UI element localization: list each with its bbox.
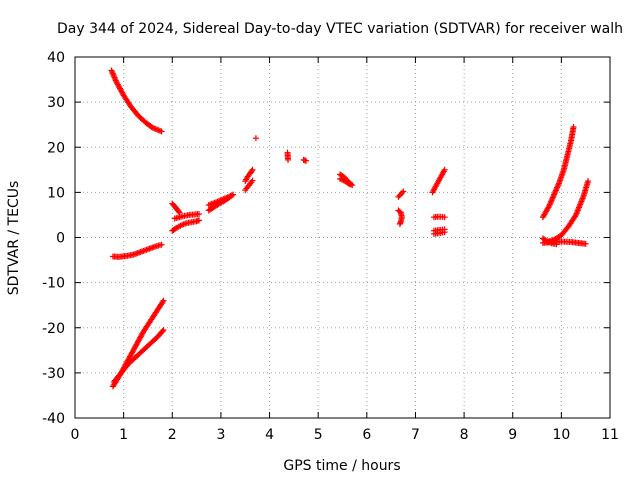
x-tick-label: 8 bbox=[460, 427, 469, 443]
data-point bbox=[441, 214, 448, 221]
x-tick-label: 0 bbox=[71, 427, 80, 443]
x-tick-label: 6 bbox=[362, 427, 371, 443]
data-point bbox=[553, 241, 560, 248]
y-tick-label: -20 bbox=[42, 321, 65, 337]
y-tick-label: 20 bbox=[47, 140, 65, 156]
data-point bbox=[249, 177, 256, 184]
y-axis-label: SDTVAR / TECUs bbox=[6, 181, 22, 296]
data-point bbox=[285, 156, 292, 163]
x-tick-label: 11 bbox=[601, 427, 619, 443]
data-point bbox=[175, 208, 182, 215]
x-tick-label: 1 bbox=[119, 427, 128, 443]
y-tick-label: 40 bbox=[47, 50, 65, 66]
axis-ticks bbox=[74, 56, 611, 419]
y-tick-label: -10 bbox=[42, 276, 65, 292]
x-tick-label: 10 bbox=[552, 427, 570, 443]
x-tick-label: 7 bbox=[411, 427, 420, 443]
data-points bbox=[108, 67, 592, 390]
x-tick-label: 4 bbox=[265, 427, 274, 443]
data-point bbox=[441, 166, 448, 173]
y-tick-label: -40 bbox=[42, 411, 65, 427]
y-tick-labels: -40 -30 -20 -10 0 10 20 30 40 bbox=[42, 50, 65, 427]
y-tick-label: 0 bbox=[56, 231, 65, 247]
data-point bbox=[158, 241, 165, 248]
x-tick-labels: 0 1 2 3 4 5 6 7 8 9 10 11 bbox=[71, 427, 619, 443]
data-point bbox=[159, 298, 166, 305]
data-point bbox=[249, 166, 256, 173]
y-tick-label: -30 bbox=[42, 366, 65, 382]
chart-title: Day 344 of 2024, Sidereal Day-to-day VTE… bbox=[57, 21, 623, 37]
x-tick-label: 2 bbox=[168, 427, 177, 443]
x-tick-label: 3 bbox=[216, 427, 225, 443]
data-point bbox=[570, 123, 577, 130]
data-point bbox=[159, 328, 166, 335]
data-point bbox=[160, 327, 167, 334]
data-point bbox=[248, 168, 255, 175]
data-point bbox=[441, 229, 448, 236]
x-axis-label: GPS time / hours bbox=[283, 458, 400, 474]
data-point bbox=[176, 209, 183, 216]
data-point bbox=[196, 211, 203, 218]
data-point bbox=[400, 188, 407, 195]
data-point bbox=[345, 180, 352, 187]
data-point bbox=[585, 178, 592, 185]
data-point bbox=[227, 192, 234, 199]
data-point bbox=[396, 220, 403, 227]
data-point bbox=[158, 128, 165, 135]
data-point bbox=[399, 189, 406, 196]
data-point bbox=[196, 217, 203, 224]
x-tick-label: 9 bbox=[508, 427, 517, 443]
data-point bbox=[303, 157, 310, 164]
data-point bbox=[582, 240, 589, 247]
data-point bbox=[346, 181, 353, 188]
data-point bbox=[160, 297, 167, 304]
x-tick-label: 5 bbox=[314, 427, 323, 443]
y-tick-label: 10 bbox=[47, 185, 65, 201]
grid-lines bbox=[75, 57, 610, 418]
data-point bbox=[252, 135, 259, 142]
y-tick-label: 30 bbox=[47, 95, 65, 111]
